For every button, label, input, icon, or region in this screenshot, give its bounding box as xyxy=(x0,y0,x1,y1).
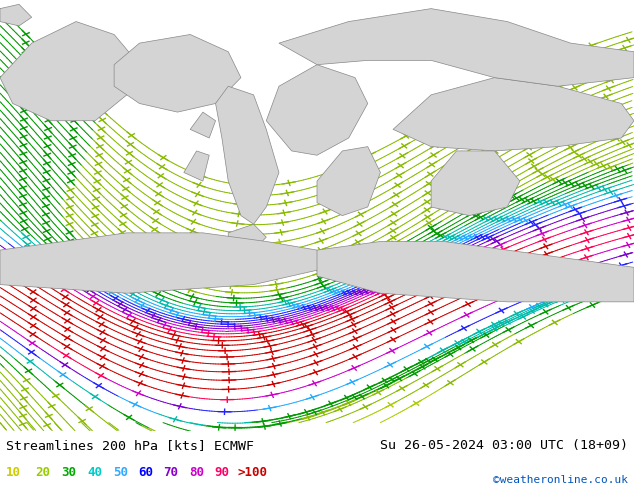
Text: Su 26-05-2024 03:00 UTC (18+09): Su 26-05-2024 03:00 UTC (18+09) xyxy=(380,439,628,452)
Text: 20: 20 xyxy=(35,466,50,479)
Text: 70: 70 xyxy=(164,466,179,479)
Text: 90: 90 xyxy=(214,466,230,479)
Text: >100: >100 xyxy=(238,466,268,479)
Text: 50: 50 xyxy=(113,466,128,479)
Text: 40: 40 xyxy=(87,466,103,479)
Text: 10: 10 xyxy=(6,466,22,479)
Text: 30: 30 xyxy=(61,466,77,479)
Text: 60: 60 xyxy=(138,466,153,479)
Text: ©weatheronline.co.uk: ©weatheronline.co.uk xyxy=(493,475,628,485)
Text: Streamlines 200 hPa [kts] ECMWF: Streamlines 200 hPa [kts] ECMWF xyxy=(6,439,254,452)
Text: 80: 80 xyxy=(189,466,204,479)
